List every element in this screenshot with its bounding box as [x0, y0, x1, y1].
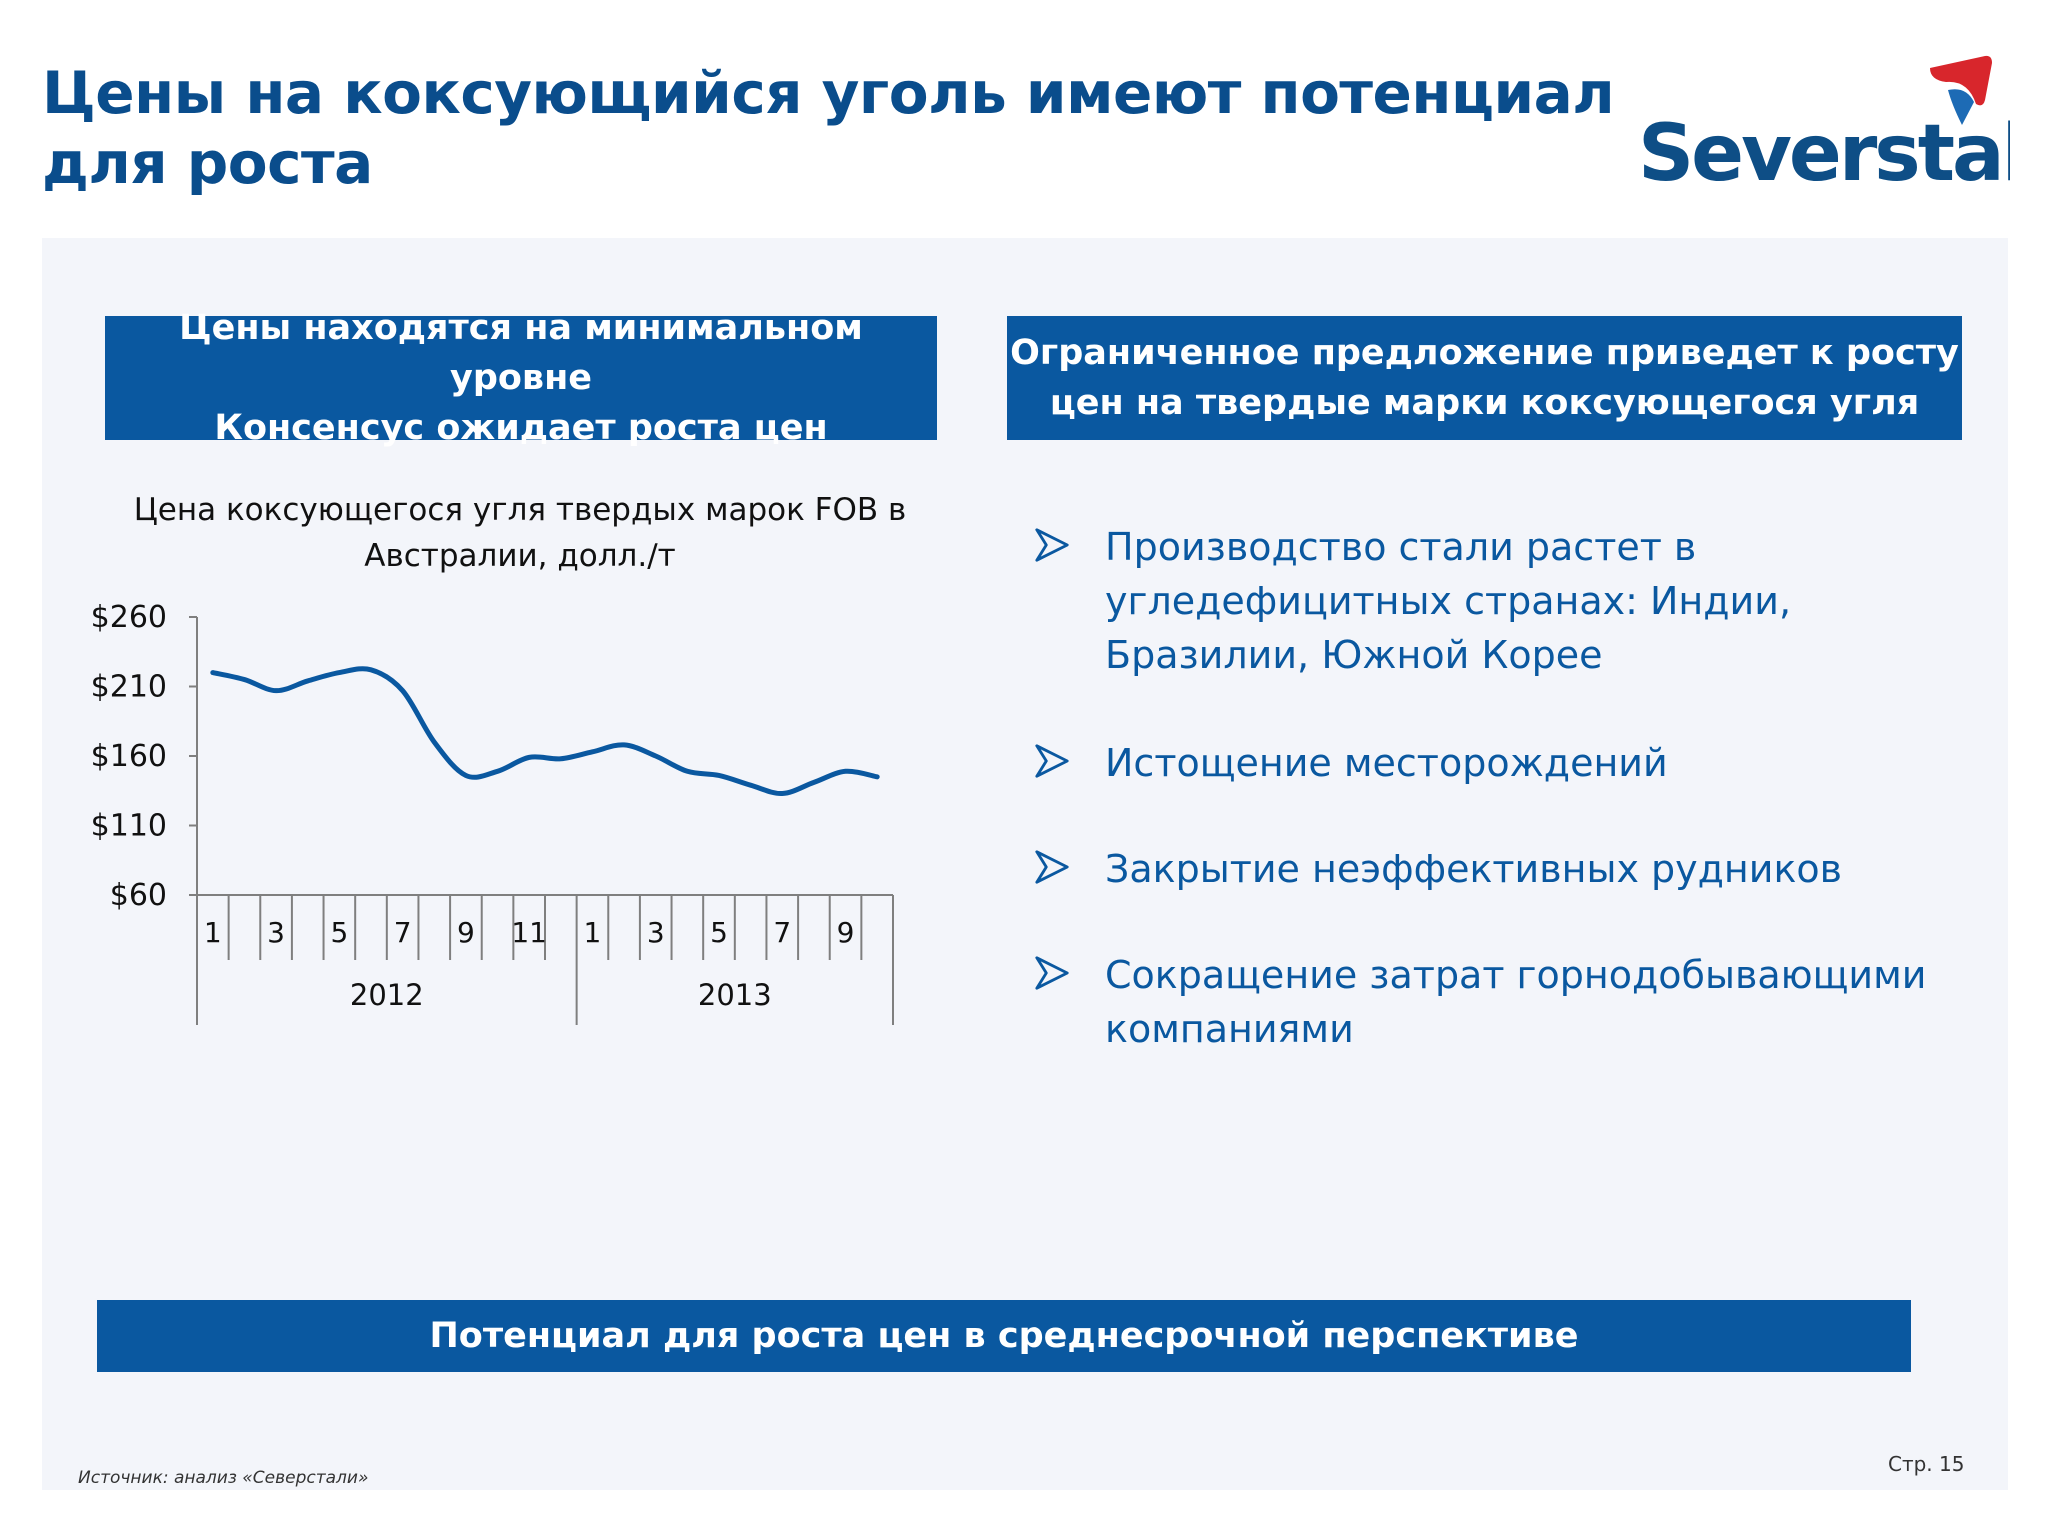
bullet-text: Сокращение затрат горнодобывающими компа… — [1105, 953, 1927, 1051]
bullet-text: Производство стали растет в угледефицитн… — [1105, 525, 1792, 677]
x-tick-label: 3 — [647, 916, 665, 949]
x-tick-label: 11 — [511, 916, 547, 949]
bullet-list: Производство стали растет в угледефицитн… — [1025, 520, 1985, 1056]
severstal-logo: Severstal — [1630, 50, 2028, 200]
x-group-label: 2012 — [350, 978, 424, 1012]
left-header-line1: Цены находятся на минимальном уровне — [179, 308, 863, 398]
arrow-bullet-icon — [1035, 850, 1069, 884]
arrow-bullet-icon — [1035, 956, 1069, 990]
x-tick-label: 7 — [773, 916, 791, 949]
x-tick-label: 7 — [394, 916, 412, 949]
x-tick-label: 9 — [457, 916, 475, 949]
y-tick-label: $210 — [91, 670, 167, 705]
coal-price-chart: $260 $210 $160 $110 $60 1 3 5 7 9 11 2012 1 3 5 7 9 2013 — [91, 600, 894, 1025]
left-header-line2: Консенсус ожидает роста цен — [214, 408, 828, 448]
x-tick-label: 1 — [204, 916, 222, 949]
source-note: Источник: анализ «Северстали» — [78, 1468, 369, 1488]
page-title: Цены на коксующийся уголь имеют потенциа… — [42, 59, 1615, 197]
right-header: Ограниченное предложение приведет к рост… — [1007, 316, 1962, 440]
chart-title: Цена коксующегося угля твердых марок FOB… — [133, 492, 907, 574]
bullet-text: Истощение месторождений — [1105, 741, 1668, 785]
bullet-item: Производство стали растет в угледефицитн… — [1025, 520, 1985, 682]
right-header-line1: Ограниченное предложение приведет к рост… — [1010, 333, 1959, 373]
x-tick-label: 5 — [330, 916, 348, 949]
arrow-bullet-icon — [1035, 744, 1069, 778]
left-header: Цены находятся на минимальном уровне Кон… — [105, 308, 937, 448]
x-tick-label: 9 — [837, 916, 855, 949]
x-tick-label: 3 — [267, 916, 285, 949]
right-header-line2: цен на твердые марки коксующегося угля — [1049, 383, 1920, 423]
bullet-item: Сокращение затрат горнодобывающими компа… — [1025, 948, 1985, 1056]
y-tick-label: $160 — [91, 739, 167, 774]
page-number: Стр. 15 — [1888, 1452, 1965, 1476]
x-group-label: 2013 — [698, 978, 772, 1012]
arrow-bullet-icon — [1035, 528, 1069, 562]
bullet-text: Закрытие неэффективных рудников — [1105, 847, 1843, 891]
y-tick-label: $110 — [91, 809, 167, 844]
bullet-item: Истощение месторождений — [1025, 736, 1985, 790]
y-tick-label: $60 — [110, 878, 167, 913]
logo-mark-icon — [1930, 55, 1992, 125]
logo-text: Severstal — [1638, 109, 2010, 199]
x-tick-label: 1 — [584, 916, 602, 949]
bottom-banner: Потенциал для роста цен в среднесрочной … — [97, 1300, 1911, 1372]
price-line — [210, 666, 880, 797]
content-panel — [42, 238, 2008, 1490]
y-tick-label: $260 — [91, 600, 167, 635]
x-tick-label: 5 — [710, 916, 728, 949]
bullet-item: Закрытие неэффективных рудников — [1025, 842, 1985, 896]
